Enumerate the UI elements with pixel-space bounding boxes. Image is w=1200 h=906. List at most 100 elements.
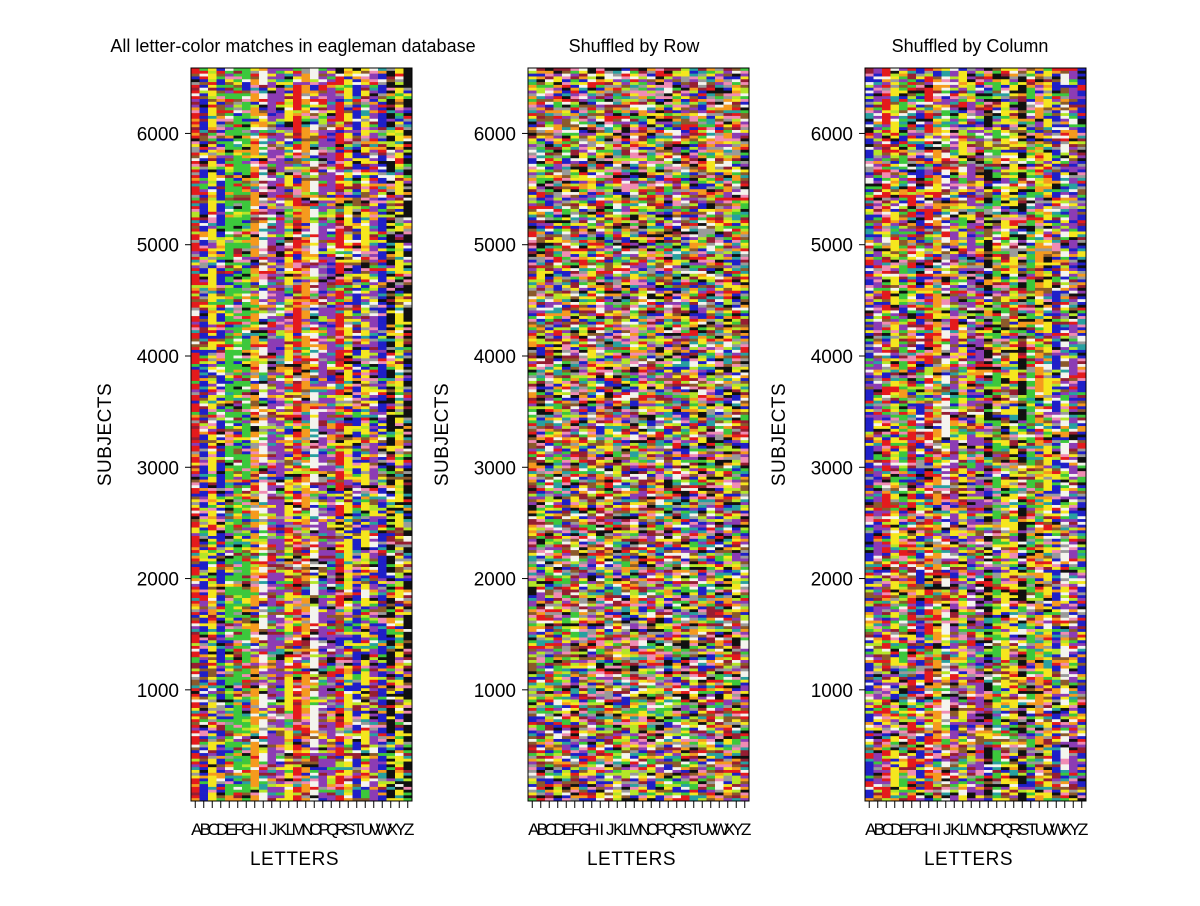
heatmap-cell: [208, 175, 217, 179]
heatmap-cell: [225, 676, 234, 681]
heatmap-cell: [199, 510, 209, 514]
heatmap-cell: [267, 519, 277, 523]
heatmap-cell: [284, 383, 294, 387]
heatmap-cell: [259, 349, 268, 354]
heatmap-cell: [250, 504, 260, 509]
heatmap-cell: [293, 76, 302, 80]
heatmap-cell: [208, 535, 217, 540]
heatmap-cell: [250, 640, 260, 644]
heatmap-cell: [276, 600, 285, 605]
heatmap-cell: [301, 581, 311, 585]
heatmap-cell: [318, 442, 328, 447]
heatmap-cell: [208, 324, 217, 328]
heatmap-cell: [344, 144, 353, 148]
heatmap-cell: [191, 468, 200, 472]
heatmap-cell: [301, 352, 311, 356]
heatmap-cell: [293, 186, 302, 190]
heatmap-cell: [233, 307, 243, 311]
heatmap-cell: [301, 516, 311, 520]
heatmap-cell: [259, 550, 268, 554]
heatmap-cell: [233, 544, 243, 548]
heatmap-cell: [327, 155, 336, 159]
heatmap-cell: [310, 682, 319, 686]
heatmap-cell: [267, 414, 277, 418]
heatmap-cell: [318, 287, 328, 292]
heatmap-cell: [199, 775, 209, 779]
heatmap-cell: [293, 640, 302, 644]
heatmap-cell: [327, 296, 336, 300]
heatmap-cell: [293, 769, 302, 774]
heatmap-cell: [250, 753, 260, 757]
heatmap-cell: [344, 575, 353, 579]
heatmap-cell: [344, 330, 353, 334]
heatmap-cell: [259, 214, 268, 218]
heatmap-cell: [327, 454, 336, 458]
heatmap-cell: [199, 307, 209, 311]
heatmap-cell: [208, 152, 217, 156]
heatmap-cell: [191, 428, 200, 433]
heatmap-cell: [318, 629, 328, 633]
heatmap-cell: [225, 586, 234, 590]
heatmap-cell: [293, 338, 302, 342]
heatmap-cell: [327, 451, 336, 455]
heatmap-cell: [310, 265, 319, 269]
heatmap-cell: [225, 239, 234, 244]
heatmap-cell: [267, 169, 277, 173]
heatmap-cell: [216, 674, 226, 678]
heatmap-cell: [250, 262, 260, 266]
heatmap-cell: [250, 648, 260, 652]
heatmap-cell: [284, 603, 294, 607]
heatmap-cell: [208, 586, 217, 590]
heatmap-cell: [259, 691, 268, 695]
heatmap-cell: [276, 426, 285, 430]
heatmap-cell: [208, 262, 217, 266]
heatmap-cell: [216, 693, 226, 698]
heatmap-cell: [216, 234, 226, 238]
heatmap-cell: [344, 296, 353, 300]
heatmap-cell: [276, 313, 285, 317]
heatmap-cell: [191, 132, 200, 137]
heatmap-cell: [284, 158, 294, 162]
heatmap-cell: [276, 287, 285, 292]
heatmap-cell: [335, 293, 345, 297]
heatmap-cell: [267, 552, 277, 557]
heatmap-column-C: [208, 68, 217, 802]
heatmap-cell: [284, 538, 294, 543]
heatmap-cell: [293, 251, 302, 255]
heatmap-cell: [199, 144, 209, 148]
heatmap-cell: [310, 386, 319, 390]
heatmap-cell: [301, 569, 311, 574]
heatmap-cell: [344, 361, 353, 365]
heatmap-cell: [284, 761, 294, 765]
heatmap-cell: [301, 660, 311, 664]
heatmap-cell: [344, 392, 353, 396]
heatmap-cell: [191, 115, 200, 120]
heatmap-cell: [225, 753, 234, 757]
heatmap-cell: [233, 166, 243, 170]
heatmap-cell: [208, 454, 217, 458]
heatmap-cell: [233, 634, 243, 638]
heatmap-cell: [327, 457, 336, 461]
heatmap-cell: [310, 606, 319, 610]
heatmap-cell: [233, 113, 243, 117]
heatmap-cell: [276, 555, 285, 559]
heatmap-cell: [259, 186, 268, 190]
heatmap-cell: [191, 287, 200, 292]
heatmap-cell: [310, 795, 319, 799]
heatmap-cell: [267, 217, 277, 221]
heatmap-cell: [225, 730, 234, 734]
heatmap-cell: [216, 490, 226, 495]
heatmap-cell: [267, 496, 277, 500]
heatmap-cell: [344, 561, 353, 565]
heatmap-cell: [310, 519, 319, 523]
heatmap-cell: [259, 612, 268, 616]
heatmap-cell: [301, 713, 311, 717]
heatmap-cell: [301, 614, 311, 619]
heatmap-cell: [327, 223, 336, 227]
heatmap-cell: [318, 256, 328, 261]
heatmap-cell: [310, 693, 319, 698]
heatmap-cell: [191, 623, 200, 627]
heatmap-cell: [259, 313, 268, 317]
heatmap-cell: [284, 527, 294, 531]
heatmap-cell: [199, 691, 209, 695]
